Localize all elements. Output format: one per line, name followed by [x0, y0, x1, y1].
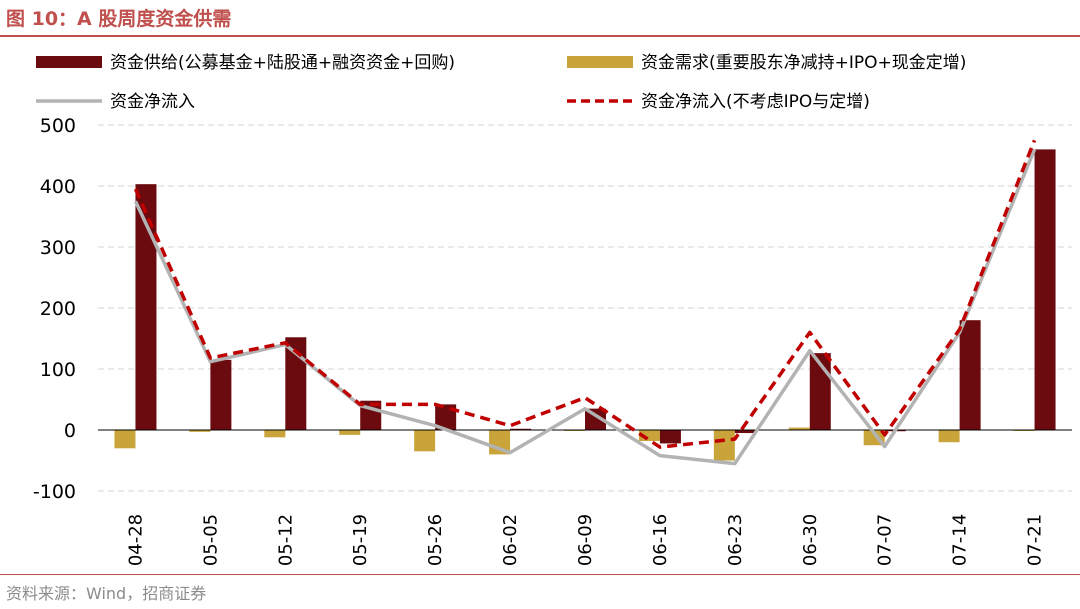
y-tick-label: 200	[40, 298, 76, 320]
y-axis-ticks: -100 0 100 200 300 400 500	[33, 115, 76, 503]
legend-demand-swatch	[567, 56, 633, 68]
x-tick-label: 07-14	[950, 514, 971, 566]
demand-bar	[264, 430, 286, 438]
x-tick-label: 06-16	[650, 514, 671, 566]
y-tick-label: -100	[33, 481, 76, 503]
series-lines	[133, 139, 1037, 466]
demand-bar	[114, 430, 136, 449]
y-tick-label: 100	[40, 359, 76, 381]
y-tick-label: 500	[40, 115, 76, 137]
demand-bar	[189, 430, 211, 432]
supply-bar	[510, 428, 532, 430]
legend-net-inflow-label: 资金净流入	[110, 92, 195, 112]
supply-bar	[959, 320, 981, 430]
demand-bar	[339, 430, 361, 435]
supply-bar	[285, 337, 307, 430]
x-tick-label: 05-19	[350, 514, 371, 566]
x-tick-label: 05-26	[425, 514, 446, 566]
demand-bar	[713, 430, 735, 461]
legend-supply-label: 资金供给(公募基金+陆股通+融资资金+回购)	[110, 53, 455, 73]
bars	[114, 149, 1056, 461]
demand-bar	[788, 427, 810, 430]
legend: 资金供给(公募基金+陆股通+融资资金+回购) 资金需求(重要股东净减持+IPO+现…	[36, 53, 966, 112]
footer-divider	[0, 574, 1080, 575]
x-axis-ticks: 04-28 05-05 05-12 05-19 05-26 06-02 06-09 06-16…	[125, 514, 1045, 566]
legend-supply-swatch	[36, 56, 102, 68]
x-tick-label: 07-07	[875, 514, 896, 566]
x-tick-label: 07-21	[1025, 514, 1046, 566]
title-divider	[0, 35, 1080, 37]
x-tick-label: 06-02	[500, 514, 521, 566]
x-tick-label: 05-12	[275, 514, 296, 566]
gridlines	[98, 124, 1072, 492]
y-tick-label: 300	[40, 237, 76, 259]
x-tick-label: 06-30	[800, 514, 821, 566]
x-tick-label: 06-09	[575, 514, 596, 566]
legend-demand-label: 资金需求(重要股东净减持+IPO+现金定增)	[641, 53, 966, 73]
supply-bar	[1034, 149, 1056, 430]
x-tick-label: 04-28	[125, 514, 146, 566]
supply-bar	[435, 404, 457, 430]
x-tick-label: 05-05	[200, 514, 221, 566]
legend-net-inflow-ex-label: 资金净流入(不考虑IPO与定增)	[641, 92, 870, 112]
demand-bar	[638, 430, 660, 441]
source-note: 资料来源：Wind，招商证券	[6, 584, 207, 603]
supply-bar	[734, 430, 756, 434]
demand-bar	[938, 430, 960, 443]
x-tick-label: 06-23	[725, 514, 746, 566]
net-inflow-ex-ipo-line	[133, 139, 1037, 449]
supply-bar	[210, 359, 232, 430]
supply-bar	[659, 430, 681, 444]
figure-title: 图 10：A 股周度资金供需	[6, 8, 232, 30]
demand-bar	[414, 430, 436, 452]
y-tick-label: 400	[40, 176, 76, 198]
supply-bar	[135, 184, 157, 430]
y-tick-label: 0	[64, 420, 76, 442]
